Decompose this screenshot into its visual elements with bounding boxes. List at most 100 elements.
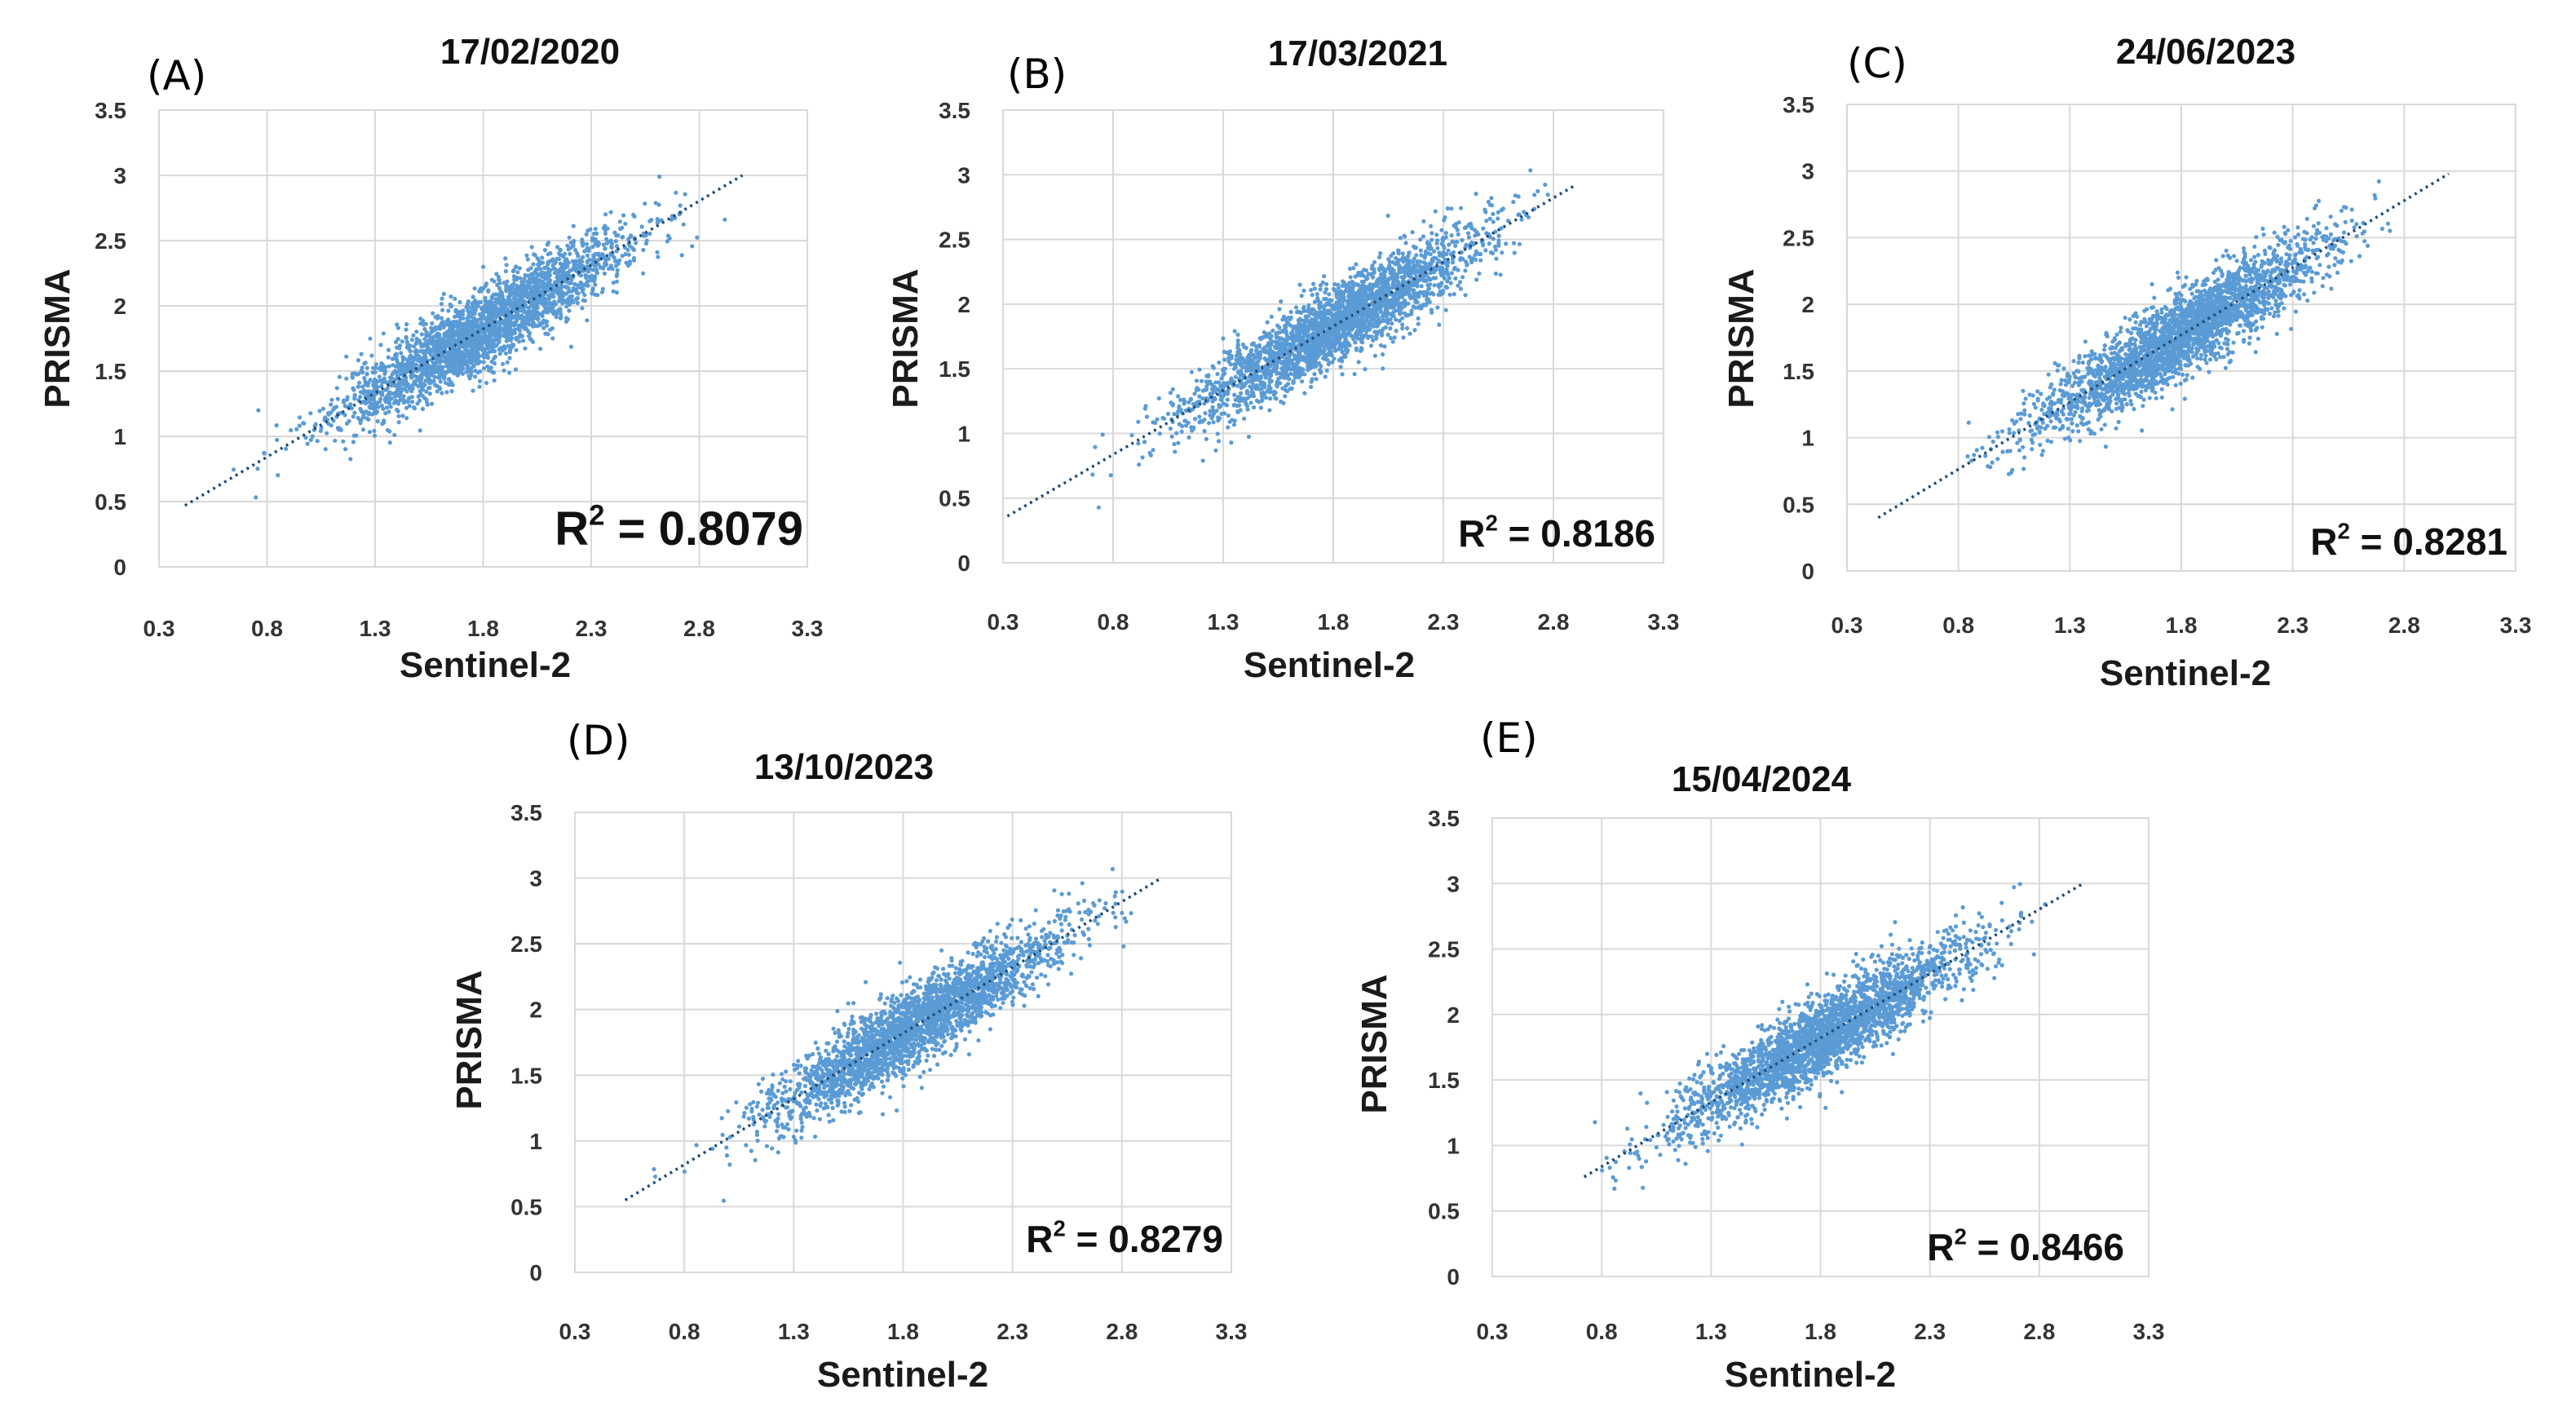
data-point xyxy=(1301,318,1306,323)
data-point xyxy=(483,338,488,344)
data-point xyxy=(351,386,356,391)
data-point xyxy=(428,380,434,385)
data-point xyxy=(601,242,606,247)
data-point xyxy=(442,359,447,364)
data-point xyxy=(409,354,413,359)
data-point xyxy=(1312,286,1317,291)
data-point xyxy=(518,334,524,339)
data-point xyxy=(1183,423,1189,428)
data-point xyxy=(1416,305,1421,310)
data-point xyxy=(352,371,357,376)
data-point xyxy=(1407,331,1412,336)
data-point xyxy=(452,360,457,365)
data-point xyxy=(369,353,374,358)
data-point xyxy=(1326,316,1331,321)
data-point xyxy=(420,393,426,399)
data-point xyxy=(509,336,515,341)
data-point xyxy=(446,343,451,347)
data-point xyxy=(1451,240,1456,245)
data-point xyxy=(1136,441,1141,446)
data-point xyxy=(603,246,608,251)
data-point xyxy=(1319,364,1323,369)
data-point xyxy=(473,368,478,374)
data-point xyxy=(1168,391,1173,396)
data-point xyxy=(512,305,517,310)
y-tick-label: 2.5 xyxy=(939,228,970,253)
data-point xyxy=(1393,262,1398,267)
data-point xyxy=(505,360,510,365)
data-point xyxy=(438,360,443,365)
data-point xyxy=(394,383,399,387)
data-point xyxy=(395,345,400,350)
data-point xyxy=(1144,414,1150,419)
data-point xyxy=(576,254,581,259)
data-point xyxy=(1197,367,1202,372)
data-point xyxy=(1235,343,1240,347)
data-point xyxy=(545,306,550,311)
data-point xyxy=(1090,472,1095,477)
data-point xyxy=(372,394,377,399)
data-point xyxy=(413,374,418,378)
data-point xyxy=(1219,411,1224,416)
data-point xyxy=(437,375,442,380)
data-point xyxy=(389,383,394,388)
data-point xyxy=(617,219,623,224)
data-point xyxy=(387,364,391,369)
panel-label: (A) xyxy=(147,52,206,100)
data-point xyxy=(358,394,363,400)
data-point xyxy=(342,404,347,409)
data-point xyxy=(472,309,477,314)
data-point xyxy=(1343,354,1348,359)
data-point xyxy=(448,294,453,299)
data-point xyxy=(378,396,383,401)
data-point xyxy=(460,371,466,376)
data-point xyxy=(1463,293,1468,298)
data-point xyxy=(402,381,408,386)
data-point xyxy=(1400,322,1405,327)
data-point xyxy=(1286,316,1291,321)
data-point xyxy=(514,336,519,341)
data-point xyxy=(1317,306,1322,311)
data-point xyxy=(422,322,426,327)
data-point xyxy=(527,312,532,316)
data-point xyxy=(1443,215,1447,220)
data-point xyxy=(564,316,569,321)
data-point xyxy=(628,234,633,239)
data-point xyxy=(1324,368,1329,373)
data-point xyxy=(569,268,574,272)
data-point xyxy=(580,306,585,311)
data-point xyxy=(1411,290,1416,295)
data-point xyxy=(593,227,598,232)
data-point xyxy=(626,252,631,257)
data-point xyxy=(1291,380,1296,385)
x-tick-label: 0.8 xyxy=(251,616,283,641)
data-point xyxy=(1449,233,1454,238)
data-point xyxy=(550,263,555,268)
y-tick-label: 0.5 xyxy=(939,486,970,511)
data-point xyxy=(440,307,445,312)
data-point xyxy=(1309,384,1314,389)
data-point xyxy=(435,313,440,319)
data-point xyxy=(398,391,403,396)
data-point xyxy=(537,263,541,268)
data-point xyxy=(477,345,483,350)
data-point xyxy=(495,309,500,314)
data-point xyxy=(1245,391,1250,396)
data-point xyxy=(449,328,455,334)
data-point xyxy=(1428,282,1433,287)
data-point xyxy=(573,268,578,273)
data-point xyxy=(344,421,350,427)
data-point xyxy=(1489,196,1494,201)
data-point xyxy=(1142,406,1147,411)
data-point xyxy=(519,322,524,327)
data-point xyxy=(503,268,508,274)
data-point xyxy=(1403,303,1407,308)
data-point xyxy=(448,380,453,385)
data-point xyxy=(536,298,541,303)
data-point xyxy=(1491,219,1496,224)
data-point xyxy=(1176,440,1181,445)
data-point xyxy=(372,428,377,434)
data-point xyxy=(481,360,486,365)
data-point xyxy=(1449,271,1454,276)
data-point xyxy=(1356,360,1361,365)
